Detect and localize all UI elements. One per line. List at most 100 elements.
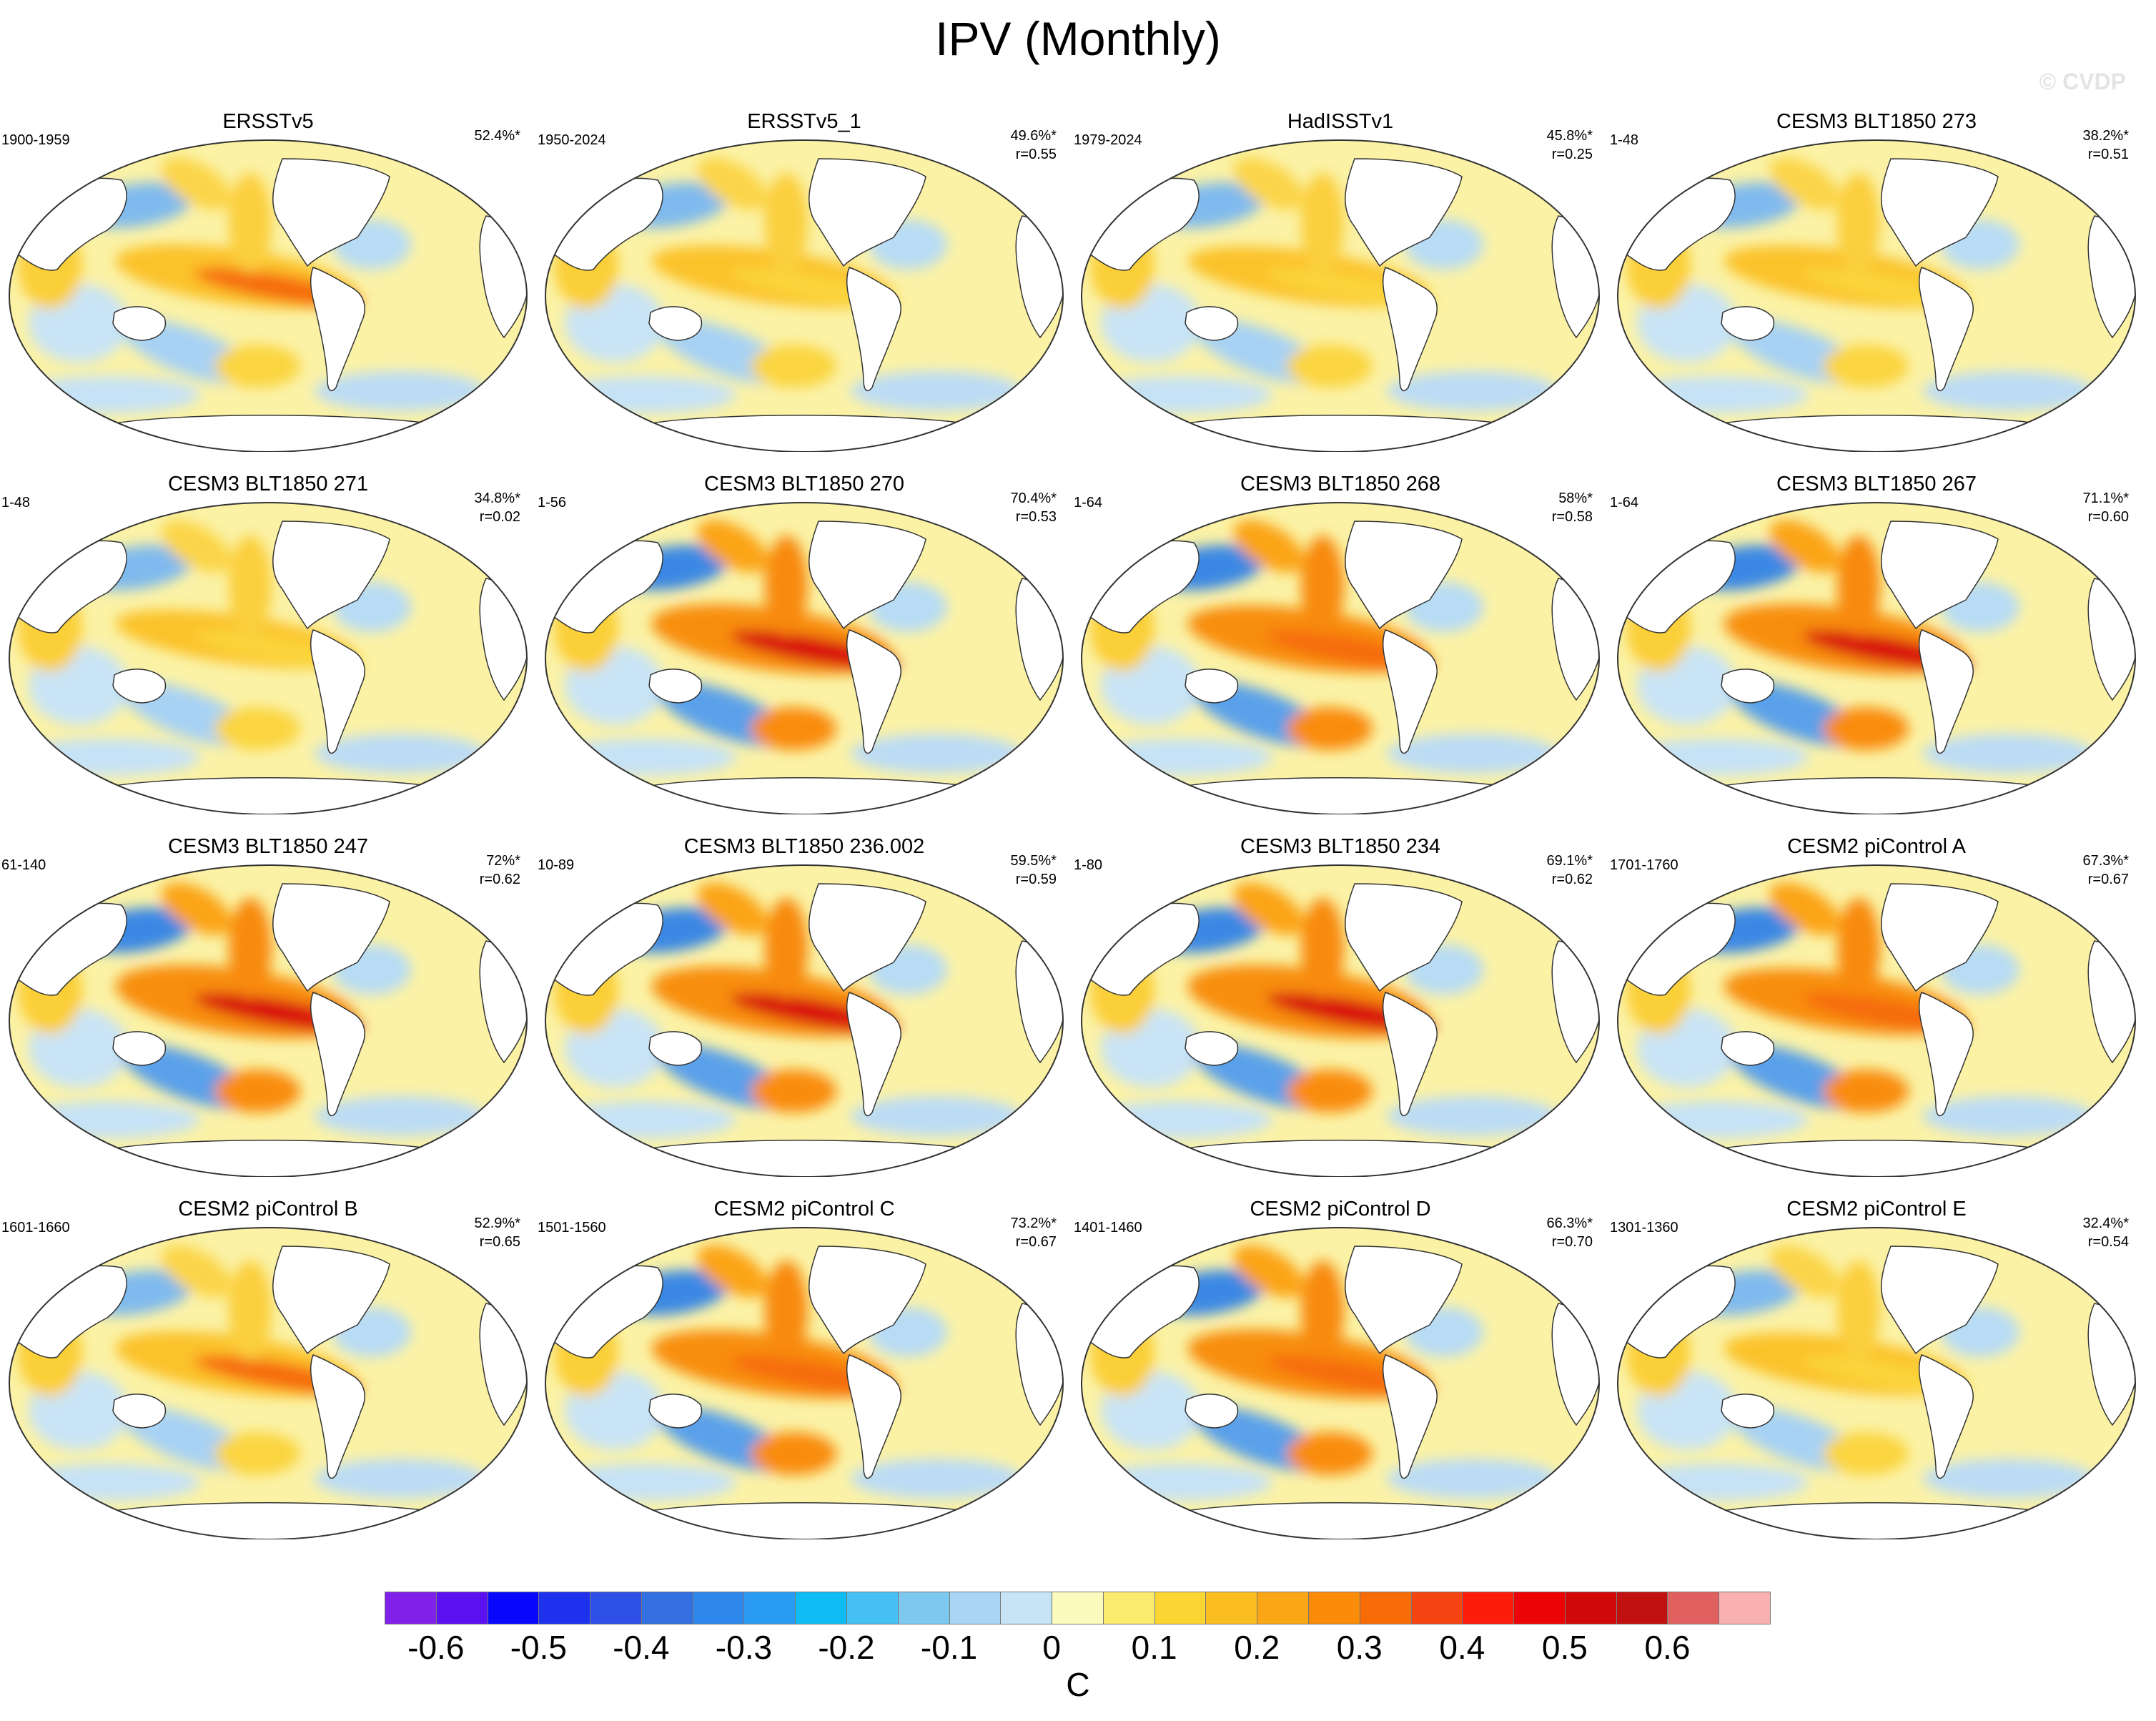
panel-period: 1-64 bbox=[1610, 495, 1639, 511]
continents bbox=[9, 140, 527, 452]
antarctica bbox=[1722, 1502, 2038, 1539]
south-america bbox=[1918, 267, 1974, 392]
map-panel: CESM2 piControl A 1701-1760 67.3%* r=0.67 bbox=[1608, 834, 2145, 1177]
colorbar-swatch bbox=[897, 1592, 950, 1624]
colorbar-swatch bbox=[1154, 1592, 1207, 1624]
panel-title: CESM2 piControl C bbox=[713, 1198, 895, 1221]
southern-ocean-cool-anomaly bbox=[550, 1464, 736, 1501]
north-american-coast-warm-anomaly bbox=[765, 898, 808, 998]
global-sst-map bbox=[1081, 502, 1600, 814]
south-america bbox=[310, 267, 365, 392]
north-american-coast-warm-anomaly bbox=[1301, 173, 1344, 273]
map-panel: CESM2 piControl C 1501-1560 73.2%* r=0.67 bbox=[536, 1196, 1072, 1539]
map-panel: CESM2 piControl D 1401-1460 66.3%* r=0.70 bbox=[1072, 1196, 1608, 1539]
colorbar-swatch bbox=[1359, 1592, 1412, 1624]
north-pacific-warm-arc bbox=[697, 520, 768, 573]
map-panel: ERSSTv5_1 1950-2024 49.6%* r=0.55 bbox=[536, 109, 1072, 452]
panel-title: CESM2 piControl A bbox=[1787, 835, 1966, 858]
panel-title: CESM3 BLT1850 273 bbox=[1776, 110, 1977, 133]
panel-period: 1950-2024 bbox=[538, 132, 606, 148]
panel-correlation: r=0.59 bbox=[1015, 872, 1057, 887]
southern-ocean-cool-anomaly bbox=[315, 371, 486, 411]
north-pacific-warm-arc bbox=[1769, 1245, 1841, 1298]
south-pacific-warm-anomaly bbox=[1823, 1070, 1909, 1113]
colorbar-tick-label: -0.3 bbox=[715, 1629, 773, 1666]
global-sst-map bbox=[1617, 139, 2136, 452]
map-panel: CESM3 BLT1850 234 1-80 69.1%* r=0.62 bbox=[1072, 834, 1608, 1177]
panel-period: 61-140 bbox=[1, 857, 46, 873]
panel-title: CESM3 BLT1850 271 bbox=[168, 473, 368, 495]
north-american-coast-warm-anomaly bbox=[1837, 173, 1880, 273]
panel-correlation: r=0.51 bbox=[2087, 147, 2129, 162]
panel-title: CESM2 piControl D bbox=[1250, 1198, 1431, 1221]
north-pacific-warm-arc bbox=[161, 1245, 232, 1298]
south-pacific-warm-anomaly bbox=[1823, 1432, 1909, 1475]
panel-correlation: r=0.67 bbox=[1015, 1234, 1057, 1250]
south-america bbox=[310, 992, 365, 1117]
panel-variance-explained: 45.8%* bbox=[1546, 128, 1593, 144]
panel-correlation: r=0.70 bbox=[1551, 1234, 1593, 1250]
southern-ocean-cool-anomaly bbox=[851, 734, 1022, 774]
antarctica bbox=[650, 1502, 966, 1539]
colorbar-swatch bbox=[641, 1592, 693, 1624]
panel-period: 1601-1660 bbox=[1, 1220, 70, 1236]
southern-ocean-cool-anomaly bbox=[1923, 734, 2095, 774]
panel-variance-explained: 69.1%* bbox=[1546, 853, 1593, 869]
southern-ocean-cool-anomaly bbox=[1923, 371, 2095, 411]
map-border bbox=[9, 502, 528, 814]
map-border bbox=[1617, 1227, 2136, 1539]
panel-variance-explained: 73.2%* bbox=[1010, 1215, 1057, 1231]
panel-title: CESM3 BLT1850 236.002 bbox=[683, 835, 925, 858]
north-america bbox=[1345, 1246, 1463, 1355]
panel-period: 1-56 bbox=[538, 495, 567, 511]
australia bbox=[648, 669, 703, 704]
colorbar-swatch bbox=[1205, 1592, 1258, 1624]
south-pacific-warm-anomaly bbox=[214, 345, 300, 388]
panel-variance-explained: 70.4%* bbox=[1010, 490, 1057, 506]
southern-ocean-cool-anomaly bbox=[550, 739, 736, 776]
panel-variance-explained: 52.9%* bbox=[474, 1215, 521, 1231]
colorbar-swatch bbox=[1616, 1592, 1668, 1624]
panel-variance-explained: 32.4%* bbox=[2082, 1215, 2130, 1231]
southern-ocean-cool-anomaly bbox=[1623, 1101, 1809, 1138]
southern-ocean-cool-anomaly bbox=[1087, 376, 1272, 413]
southern-ocean-cool-anomaly bbox=[315, 1096, 486, 1136]
north-american-coast-warm-anomaly bbox=[765, 536, 808, 636]
map-border bbox=[1617, 864, 2136, 1177]
australia bbox=[1185, 1031, 1239, 1066]
north-pacific-warm-arc bbox=[697, 157, 768, 210]
colorbar-tick-label: 0.4 bbox=[1439, 1629, 1485, 1666]
panel-title: ERSSTv5 bbox=[222, 110, 314, 133]
north-american-coast-warm-anomaly bbox=[229, 898, 272, 998]
panel-period: 1-48 bbox=[1610, 132, 1639, 148]
map-border bbox=[545, 139, 1064, 452]
colorbar-swatch bbox=[1513, 1592, 1566, 1624]
north-pacific-warm-arc bbox=[1769, 157, 1841, 210]
southern-ocean-cool-anomaly bbox=[315, 1459, 486, 1499]
southern-ocean-cool-anomaly bbox=[1623, 739, 1809, 776]
southern-ocean-cool-anomaly bbox=[1087, 1101, 1272, 1138]
panel-period: 1-64 bbox=[1074, 495, 1103, 511]
global-sst-map bbox=[545, 139, 1064, 452]
north-america bbox=[808, 521, 926, 630]
panel-variance-explained: 58%* bbox=[1558, 490, 1593, 506]
north-american-coast-warm-anomaly bbox=[1837, 1261, 1880, 1361]
colorbar-swatch bbox=[795, 1592, 847, 1624]
continents bbox=[545, 140, 1063, 452]
south-pacific-warm-anomaly bbox=[1287, 707, 1373, 750]
panel-title: CESM3 BLT1850 267 bbox=[1776, 473, 1977, 495]
southern-ocean-cool-anomaly bbox=[851, 1096, 1022, 1136]
colorbar-tick-label: -0.6 bbox=[407, 1629, 465, 1666]
global-sst-map bbox=[1081, 1227, 1600, 1539]
southern-ocean-cool-anomaly bbox=[1387, 1096, 1558, 1136]
global-sst-map bbox=[9, 1227, 528, 1539]
map-panel: CESM3 BLT1850 247 61-140 72%* r=0.62 bbox=[0, 834, 536, 1177]
map-border bbox=[1617, 139, 2136, 452]
panel-title: CESM3 BLT1850 234 bbox=[1240, 835, 1440, 858]
panel-period: 1-48 bbox=[1, 495, 31, 511]
australia bbox=[648, 1031, 703, 1066]
panel-variance-explained: 67.3%* bbox=[2082, 853, 2130, 869]
north-pacific-warm-arc bbox=[1769, 882, 1841, 935]
figure-title: IPV (Monthly) bbox=[935, 12, 1221, 65]
south-america bbox=[1382, 267, 1438, 392]
